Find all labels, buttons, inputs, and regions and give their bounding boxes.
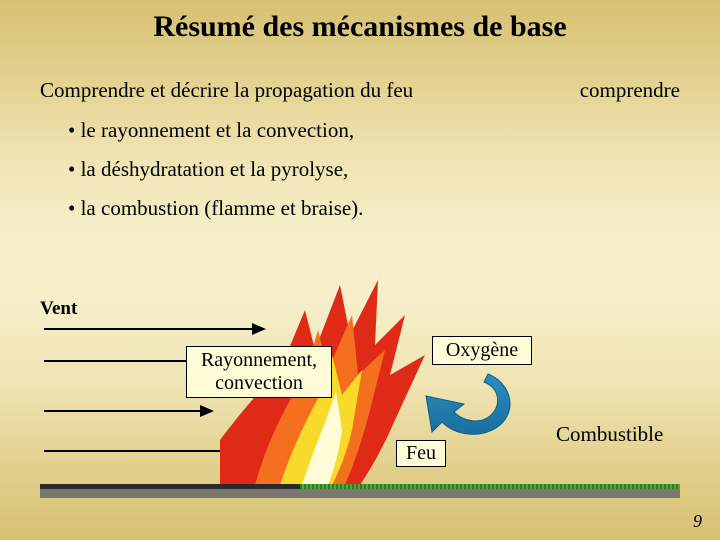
ground-strip [40, 484, 680, 498]
box-rayonnement: Rayonnement, convection [186, 346, 332, 398]
box-rayonnement-line1: Rayonnement, [201, 349, 317, 371]
page-title: Résumé des mécanismes de base [0, 10, 720, 44]
intro-left: Comprendre et décrire la propagation du … [40, 78, 413, 103]
fire-diagram: Vent Rayonnement, convection Oxygène [40, 290, 680, 500]
wind-label: Vent [40, 298, 77, 320]
bullet-item: • le rayonnement et la convection, [68, 120, 363, 141]
box-oxygene: Oxygène [432, 336, 532, 365]
wind-arrow [44, 410, 212, 412]
combustible-label: Combustible [556, 422, 663, 447]
oxygen-arrow-icon [418, 366, 528, 446]
bullet-item: • la combustion (flamme et braise). [68, 198, 363, 219]
bullet-list: • le rayonnement et la convection, • la … [68, 120, 363, 237]
burnt-layer [40, 484, 300, 489]
page-number: 9 [693, 511, 702, 532]
soil-layer [40, 489, 680, 498]
intro-row: Comprendre et décrire la propagation du … [40, 78, 680, 103]
bullet-item: • la déshydratation et la pyrolyse, [68, 159, 363, 180]
box-feu: Feu [396, 440, 446, 467]
intro-right: comprendre [580, 78, 680, 103]
box-rayonnement-line2: convection [215, 372, 303, 394]
